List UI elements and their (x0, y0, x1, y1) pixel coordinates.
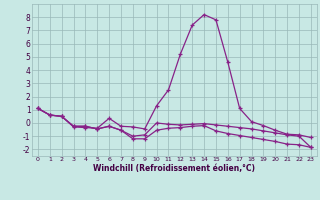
X-axis label: Windchill (Refroidissement éolien,°C): Windchill (Refroidissement éolien,°C) (93, 164, 255, 173)
